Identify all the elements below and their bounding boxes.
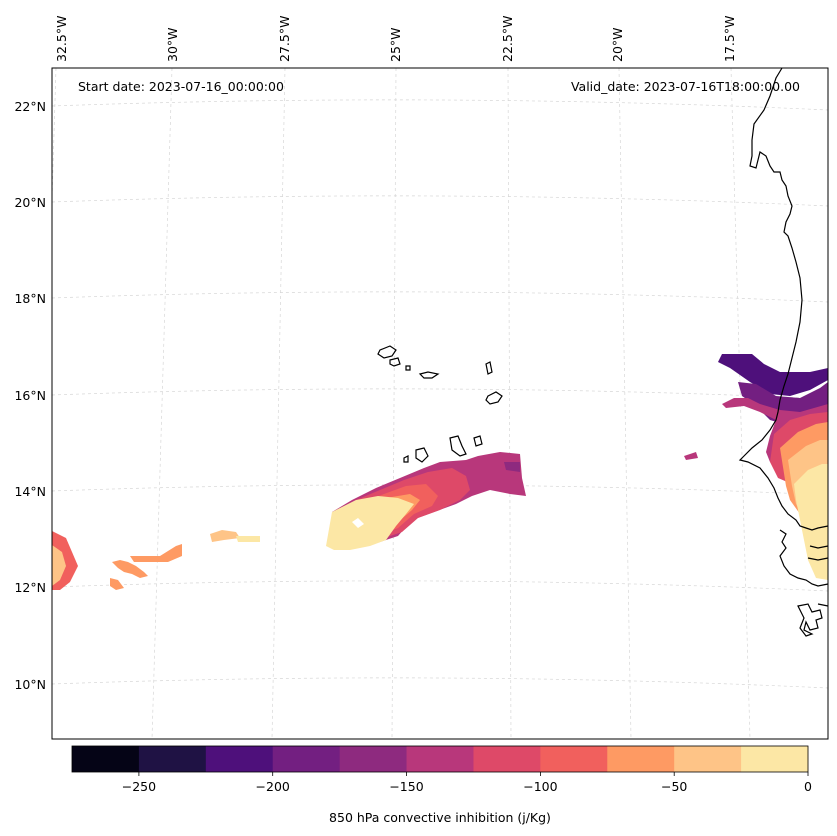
lon-label-27-5w: 27.5°W	[277, 16, 292, 62]
colorbar-bin	[406, 746, 474, 772]
island-santiago	[449, 435, 467, 457]
colorbar: −250 −200 −150 −100 −50 0 850 hPa convec…	[71, 745, 812, 825]
colorbar-tick-label-m100: −100	[523, 779, 557, 794]
colorbar-bin	[741, 746, 809, 772]
lon-label-30w: 30°W	[165, 27, 180, 62]
lat-label-12n: 12°N	[14, 580, 46, 595]
colorbar-bin	[272, 746, 341, 772]
colorbar-tick-label-0: 0	[804, 779, 812, 794]
parallel-22n	[51, 99, 829, 111]
meridian-32-5w	[51, 67, 57, 201]
colorbar-bin	[540, 746, 608, 772]
lat-label-22n: 22°N	[14, 99, 46, 114]
lon-label-20w: 20°W	[610, 27, 625, 62]
map-frame	[51, 67, 829, 740]
map-area	[52, 68, 828, 739]
contour-west-blob	[112, 560, 148, 578]
parallel-16n	[51, 388, 829, 400]
colorbar-tick-label-m150: −150	[389, 779, 423, 794]
colorbar-bin	[138, 746, 207, 772]
contour-west-mid	[130, 544, 182, 562]
island-boa-vista	[485, 391, 503, 405]
parallel-10n	[51, 677, 829, 689]
contour-west-blob2	[110, 578, 124, 590]
island-santo-antao	[377, 345, 397, 359]
contour-east-dark	[718, 354, 828, 396]
lat-label-16n: 16°N	[14, 388, 46, 403]
africa-coastline	[738, 67, 829, 531]
meridian-30w	[151, 67, 173, 740]
meridian-20w	[618, 67, 632, 740]
meridian-25w	[391, 67, 397, 740]
cin-contours	[52, 354, 828, 590]
island-sao-nicolau	[418, 371, 440, 379]
colorbar-bin	[607, 746, 675, 772]
parallel-14n	[51, 484, 829, 496]
lon-label-17-5w: 17.5°W	[722, 16, 737, 62]
meridian-17-5w	[730, 67, 751, 740]
island-sao-vicente	[389, 357, 401, 367]
colorbar-frame	[71, 745, 809, 773]
colorbar-bin	[205, 746, 274, 772]
contour-west-spot2	[236, 536, 260, 542]
coastlines	[377, 67, 829, 637]
valid-date-label: Valid_date: 2023-07-16T18:00:00.00	[571, 79, 800, 94]
graticule	[51, 67, 829, 740]
island-santa-luzia	[405, 365, 411, 371]
colorbar-bin	[72, 746, 140, 772]
contour-west-edge-inner	[52, 545, 66, 586]
island-sal	[485, 361, 493, 375]
lon-label-25w: 25°W	[388, 27, 403, 62]
coast-guinea	[809, 545, 829, 549]
colorbar-label: 850 hPa convective inhibition (j/Kg)	[329, 810, 551, 825]
colorbar-bin	[339, 746, 408, 772]
parallel-12n	[51, 580, 829, 592]
coast-southern	[779, 529, 829, 587]
lon-label-32-5w: 32.5°W	[54, 16, 69, 62]
bissagos	[797, 603, 823, 637]
colorbar-ticks	[138, 772, 809, 776]
contour-west-spot1	[210, 530, 240, 542]
coast-guinea2	[807, 557, 829, 561]
lat-label-18n: 18°N	[14, 291, 46, 306]
lat-label-10n: 10°N	[14, 677, 46, 692]
island-brava	[403, 455, 409, 463]
contour-central-east	[504, 462, 520, 472]
parallel-20n	[51, 195, 829, 207]
meridian-22-5w	[507, 67, 512, 740]
start-date-label: Start date: 2023-07-16_00:00:00	[78, 79, 284, 94]
contour-central-core	[326, 496, 414, 550]
colorbar-bin	[674, 746, 742, 772]
colorbar-tick-label-m200: −200	[256, 779, 290, 794]
lon-label-22-5w: 22.5°W	[500, 16, 515, 62]
parallel-18n	[51, 291, 829, 303]
contour-spot-19w	[684, 452, 698, 460]
lat-label-14n: 14°N	[14, 484, 46, 499]
longitude-labels: 32.5°W 30°W 27.5°W 25°W 22.5°W 20°W 17.5…	[54, 16, 737, 62]
colorbar-tick-label-m50: −50	[661, 779, 687, 794]
contour-east-core	[794, 464, 828, 580]
contour-central-hole	[352, 518, 364, 528]
colorbar-bins	[72, 746, 809, 772]
coast-bottom	[817, 603, 829, 607]
island-maio	[473, 435, 483, 447]
latitude-labels: 22°N 20°N 18°N 16°N 14°N 12°N 10°N	[14, 99, 46, 692]
colorbar-bin	[473, 746, 541, 772]
meridian-27-5w	[271, 67, 286, 740]
colorbar-tick-label-m250: −250	[122, 779, 156, 794]
lat-label-20n: 20°N	[14, 195, 46, 210]
island-fogo	[415, 447, 429, 463]
